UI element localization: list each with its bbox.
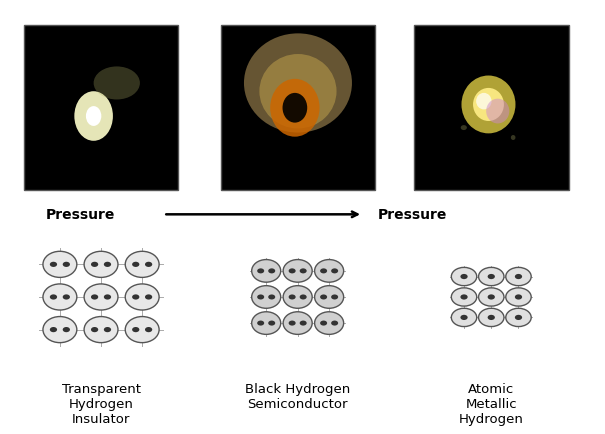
Ellipse shape (252, 260, 281, 283)
Ellipse shape (460, 126, 467, 131)
Circle shape (451, 288, 477, 306)
Circle shape (451, 309, 477, 327)
Circle shape (460, 295, 468, 300)
Circle shape (132, 262, 139, 267)
Circle shape (331, 269, 338, 274)
Circle shape (320, 269, 327, 274)
Circle shape (515, 315, 522, 320)
Circle shape (104, 327, 111, 332)
Circle shape (299, 295, 307, 300)
Circle shape (268, 321, 275, 326)
Circle shape (289, 295, 296, 300)
Circle shape (451, 268, 477, 286)
Circle shape (515, 295, 522, 300)
Circle shape (331, 321, 338, 326)
Ellipse shape (486, 99, 509, 124)
Circle shape (320, 295, 327, 300)
FancyBboxPatch shape (221, 26, 375, 191)
Circle shape (145, 295, 152, 300)
Circle shape (257, 269, 264, 274)
Circle shape (268, 269, 275, 274)
FancyBboxPatch shape (24, 26, 178, 191)
Ellipse shape (252, 312, 281, 335)
Circle shape (460, 315, 468, 320)
Circle shape (257, 295, 264, 300)
Ellipse shape (43, 317, 77, 343)
Circle shape (268, 295, 275, 300)
Circle shape (299, 321, 307, 326)
Circle shape (50, 327, 57, 332)
Ellipse shape (43, 284, 77, 310)
Circle shape (460, 274, 468, 279)
Ellipse shape (74, 92, 113, 141)
Text: Pressure: Pressure (45, 208, 115, 222)
Circle shape (488, 295, 495, 300)
Text: Atomic
Metallic
Hydrogen: Atomic Metallic Hydrogen (459, 382, 524, 425)
Circle shape (515, 274, 522, 279)
FancyBboxPatch shape (414, 26, 569, 191)
Ellipse shape (125, 284, 159, 310)
Ellipse shape (283, 286, 312, 309)
Circle shape (104, 262, 111, 267)
Circle shape (50, 295, 57, 300)
Ellipse shape (244, 34, 352, 133)
Circle shape (132, 295, 139, 300)
Circle shape (488, 315, 495, 320)
Circle shape (479, 309, 504, 327)
Ellipse shape (315, 260, 344, 283)
Text: Black Hydrogen
Semiconductor: Black Hydrogen Semiconductor (245, 382, 350, 410)
Ellipse shape (473, 89, 504, 122)
Circle shape (506, 288, 531, 306)
Circle shape (331, 295, 338, 300)
Circle shape (63, 327, 70, 332)
Circle shape (145, 327, 152, 332)
Ellipse shape (270, 80, 319, 137)
Ellipse shape (94, 67, 140, 100)
Ellipse shape (462, 76, 515, 134)
Ellipse shape (260, 55, 336, 129)
Ellipse shape (511, 136, 515, 141)
Circle shape (145, 262, 152, 267)
Circle shape (488, 274, 495, 279)
Ellipse shape (315, 312, 344, 335)
Ellipse shape (315, 286, 344, 309)
Text: Transparent
Hydrogen
Insulator: Transparent Hydrogen Insulator (62, 382, 140, 425)
Circle shape (91, 262, 98, 267)
Ellipse shape (125, 252, 159, 278)
Text: Pressure: Pressure (378, 208, 448, 222)
Ellipse shape (125, 317, 159, 343)
Ellipse shape (84, 284, 118, 310)
Circle shape (63, 262, 70, 267)
Circle shape (63, 295, 70, 300)
Ellipse shape (252, 286, 281, 309)
Ellipse shape (476, 94, 491, 110)
Ellipse shape (84, 252, 118, 278)
Circle shape (257, 321, 264, 326)
Circle shape (91, 327, 98, 332)
Ellipse shape (86, 107, 102, 127)
Circle shape (289, 321, 296, 326)
Ellipse shape (283, 312, 312, 335)
Circle shape (479, 268, 504, 286)
Circle shape (132, 327, 139, 332)
Circle shape (479, 288, 504, 306)
Circle shape (299, 269, 307, 274)
Ellipse shape (43, 252, 77, 278)
Circle shape (50, 262, 57, 267)
Circle shape (320, 321, 327, 326)
Circle shape (506, 309, 531, 327)
Ellipse shape (84, 317, 118, 343)
Ellipse shape (283, 94, 307, 123)
Circle shape (289, 269, 296, 274)
Ellipse shape (283, 260, 312, 283)
Circle shape (104, 295, 111, 300)
Circle shape (506, 268, 531, 286)
Circle shape (91, 295, 98, 300)
